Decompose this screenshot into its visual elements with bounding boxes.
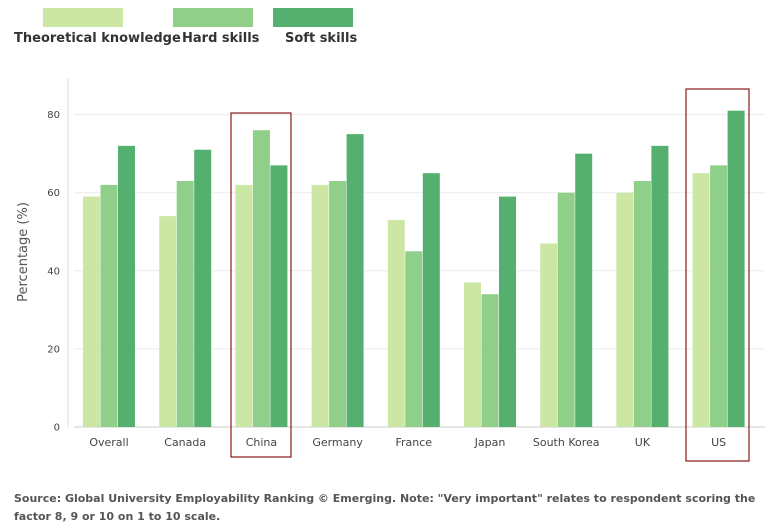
bar-south-korea-1 <box>557 192 575 427</box>
legend-swatch-2 <box>273 8 353 27</box>
bar-uk-2 <box>651 145 669 427</box>
legend-label-0: Theoretical knowledge <box>14 31 181 46</box>
bar-china-0 <box>235 184 253 427</box>
legend-label-1: Hard skills <box>182 31 260 46</box>
bar-japan-0 <box>464 282 481 427</box>
highlight-box-china <box>230 112 292 458</box>
y-tick-label: 20 <box>47 344 60 355</box>
x-tick-label: Overall <box>89 436 128 449</box>
bar-canada-1 <box>176 180 194 427</box>
bar-overall-1 <box>100 184 118 427</box>
x-tick-label: South Korea <box>533 436 600 449</box>
y-tick-label: 80 <box>47 110 60 121</box>
y-tick-label: 0 <box>54 423 60 434</box>
x-tick-label: China <box>246 436 277 449</box>
x-tick-label: Japan <box>474 436 506 449</box>
bar-france-2 <box>422 173 440 427</box>
bar-japan-2 <box>499 196 516 427</box>
bar-canada-0 <box>159 216 177 427</box>
bar-japan-1 <box>481 294 499 427</box>
x-tick-label: Germany <box>312 436 363 449</box>
x-tick-label: France <box>396 436 433 449</box>
bar-germany-2 <box>346 134 364 427</box>
y-tick-label: 40 <box>47 266 60 277</box>
bar-uk-0 <box>616 192 634 427</box>
bar-germany-1 <box>329 180 347 427</box>
bar-overall-0 <box>83 196 100 427</box>
legend-swatch-1 <box>173 8 253 27</box>
bar-overall-2 <box>118 145 135 427</box>
bar-france-0 <box>387 220 405 427</box>
x-tick-label: US <box>711 436 726 449</box>
bar-uk-1 <box>633 180 651 427</box>
category-labels: Overall Canada China Germany France Japan Sout… <box>89 436 726 449</box>
highlight-boxes <box>230 88 750 462</box>
x-tick-label: Canada <box>164 436 206 449</box>
source-note: Source: Global University Employability … <box>14 492 756 523</box>
bar-canada-2 <box>194 149 212 427</box>
y-axis-label: Percentage (%) <box>16 202 31 302</box>
bar-south-korea-0 <box>540 243 558 427</box>
legend-swatch-0 <box>43 8 123 27</box>
bar-china-2 <box>270 165 288 428</box>
bar-us-1 <box>710 165 728 428</box>
legend-label-2: Soft skills <box>285 31 357 46</box>
bar-south-korea-2 <box>575 153 593 427</box>
bar-germany-0 <box>311 184 329 427</box>
bar-france-1 <box>405 251 423 427</box>
y-tick-label: 60 <box>47 188 60 199</box>
bar-us-2 <box>727 110 745 427</box>
bar-china-1 <box>252 130 270 427</box>
x-tick-label: UK <box>635 436 651 449</box>
bars <box>83 110 745 428</box>
legend: Theoretical knowledge Hard skills Soft ski… <box>14 8 357 46</box>
highlight-box-us <box>685 88 750 462</box>
bar-us-0 <box>692 173 710 427</box>
